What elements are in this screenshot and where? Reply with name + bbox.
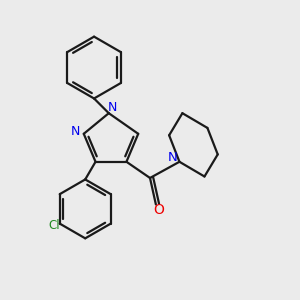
Text: O: O (153, 203, 164, 218)
Text: N: N (71, 125, 80, 138)
Text: N: N (168, 151, 178, 164)
Text: Cl: Cl (49, 219, 60, 232)
Text: N: N (108, 101, 117, 114)
